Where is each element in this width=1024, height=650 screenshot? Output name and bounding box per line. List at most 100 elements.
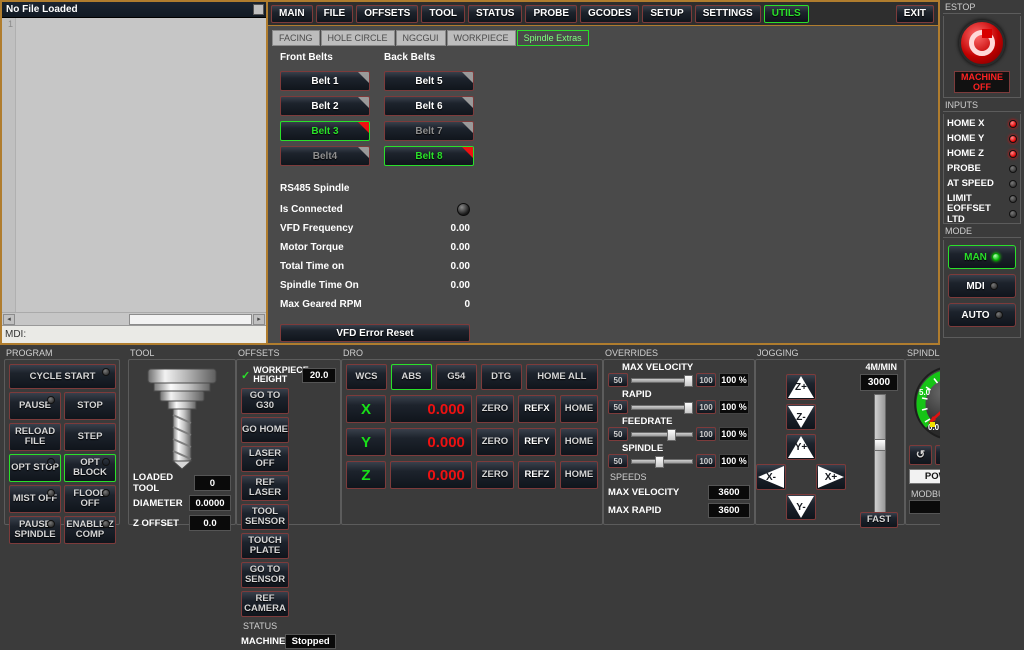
tab-status[interactable]: STATUS bbox=[467, 4, 523, 23]
program-button-opt-stop[interactable]: OPT STOP bbox=[9, 454, 61, 482]
spindle-ccw-button[interactable]: ↺ bbox=[909, 445, 932, 465]
offset-button-tool-sensor[interactable]: TOOL SENSOR bbox=[241, 504, 289, 530]
tab-setup[interactable]: SETUP bbox=[642, 4, 692, 23]
offset-button-touch-plate[interactable]: TOUCH PLATE bbox=[241, 533, 289, 559]
gcode-pane-resize-handle[interactable] bbox=[253, 4, 264, 15]
override-min-button[interactable]: 50 bbox=[608, 373, 628, 387]
tab-tool[interactable]: TOOL bbox=[421, 4, 465, 23]
dro-ref-button-z[interactable]: REFZ bbox=[517, 461, 556, 489]
mode-button-mdi[interactable]: MDI bbox=[948, 274, 1016, 298]
jog-slider-thumb[interactable] bbox=[874, 439, 886, 451]
subtab-hole-circle[interactable]: HOLE CIRCLE bbox=[320, 30, 395, 46]
program-button-mist-off[interactable]: MIST OFF bbox=[9, 485, 61, 513]
jog-button-xminus[interactable]: X- bbox=[756, 464, 786, 490]
override-slider[interactable] bbox=[631, 428, 693, 441]
offset-button-ref-camera[interactable]: REF CAMERA bbox=[241, 591, 289, 617]
workpiece-check-icon[interactable]: ✓ bbox=[241, 369, 251, 382]
override-min-button[interactable]: 50 bbox=[608, 454, 628, 468]
program-button-flood-off[interactable]: FLOOD OFF bbox=[64, 485, 116, 513]
offset-button-laser-off[interactable]: LASER OFF bbox=[241, 446, 289, 472]
workpiece-height-value[interactable]: 20.0 bbox=[302, 367, 336, 383]
back-belt-button-4[interactable]: Belt 8 bbox=[384, 146, 474, 166]
program-button-pause-spindle[interactable]: PAUSE SPINDLE bbox=[9, 516, 61, 544]
slider-thumb[interactable] bbox=[684, 374, 693, 387]
vfd-error-reset-button[interactable]: VFD Error Reset bbox=[280, 324, 470, 342]
mdi-input[interactable]: MDI: bbox=[2, 325, 266, 343]
override-max-button[interactable]: 100 bbox=[696, 373, 716, 387]
jog-speed-slider[interactable] bbox=[874, 394, 886, 514]
dro-tab-g54[interactable]: G54 bbox=[435, 364, 477, 390]
dro-zero-button-x[interactable]: ZERO bbox=[475, 395, 514, 423]
estop-button[interactable] bbox=[959, 20, 1005, 66]
tab-file[interactable]: FILE bbox=[315, 4, 354, 23]
program-button-enable-z-comp[interactable]: ENABLE Z COMP bbox=[64, 516, 116, 544]
program-button-cycle-start[interactable]: CYCLE START bbox=[9, 364, 116, 389]
dro-ref-button-y[interactable]: REFY bbox=[517, 428, 556, 456]
jog-speed-value[interactable]: 3000 bbox=[860, 374, 898, 391]
tab-settings[interactable]: SETTINGS bbox=[694, 4, 761, 23]
slider-thumb[interactable] bbox=[684, 401, 693, 414]
front-belt-button-4[interactable]: Belt4 bbox=[280, 146, 370, 166]
program-button-reload-file[interactable]: RELOAD FILE bbox=[9, 423, 61, 451]
jog-fast-button[interactable]: FAST bbox=[860, 512, 898, 528]
scrollbar-thumb[interactable] bbox=[129, 313, 252, 325]
jog-button-zminus[interactable]: Z- bbox=[786, 404, 816, 430]
dro-zero-button-y[interactable]: ZERO bbox=[475, 428, 514, 456]
program-button-pause[interactable]: PAUSE bbox=[9, 392, 61, 420]
program-button-stop[interactable]: STOP bbox=[64, 392, 116, 420]
front-belt-button-1[interactable]: Belt 1 bbox=[280, 71, 370, 91]
dro-tab-dtg[interactable]: DTG bbox=[480, 364, 522, 390]
override-max-button[interactable]: 100 bbox=[696, 454, 716, 468]
gcode-horizontal-scrollbar[interactable]: ◂ ▸ bbox=[2, 312, 266, 325]
front-belt-button-3[interactable]: Belt 3 bbox=[280, 121, 370, 141]
dro-tab-abs[interactable]: ABS bbox=[390, 364, 432, 390]
scrollbar-track[interactable] bbox=[16, 313, 252, 325]
subtab-ngcgui[interactable]: NGCGUI bbox=[395, 30, 446, 46]
back-belt-button-2[interactable]: Belt 6 bbox=[384, 96, 474, 116]
jog-button-yminus[interactable]: Y- bbox=[786, 494, 816, 520]
offset-button-ref-laser[interactable]: REF LASER bbox=[241, 475, 289, 501]
back-belt-button-3[interactable]: Belt 7 bbox=[384, 121, 474, 141]
tab-main[interactable]: MAIN bbox=[271, 4, 313, 23]
override-slider[interactable] bbox=[631, 374, 693, 387]
override-min-button[interactable]: 50 bbox=[608, 427, 628, 441]
jog-button-yplus[interactable]: Y+ bbox=[786, 434, 816, 460]
dro-tab-wcs[interactable]: WCS bbox=[346, 364, 387, 390]
slider-thumb[interactable] bbox=[667, 428, 676, 441]
mode-button-man[interactable]: MAN bbox=[948, 245, 1016, 269]
mode-button-auto[interactable]: AUTO bbox=[948, 303, 1016, 327]
tab-probe[interactable]: PROBE bbox=[525, 4, 578, 23]
subtab-spindle-extras[interactable]: Spindle Extras bbox=[516, 30, 589, 46]
workpiece-height-row[interactable]: ✓ WORKPIECE HEIGHT 20.0 bbox=[241, 364, 336, 386]
scroll-left-icon[interactable]: ◂ bbox=[3, 313, 15, 325]
override-max-button[interactable]: 100 bbox=[696, 400, 716, 414]
program-button-step[interactable]: STEP bbox=[64, 423, 116, 451]
override-min-button[interactable]: 50 bbox=[608, 400, 628, 414]
exit-button[interactable]: EXIT bbox=[895, 4, 934, 23]
tab-offsets[interactable]: OFFSETS bbox=[356, 4, 419, 23]
offset-button-go-home[interactable]: GO HOME bbox=[241, 417, 289, 443]
gcode-source-text[interactable] bbox=[16, 18, 266, 312]
jog-button-zplus[interactable]: Z+ bbox=[786, 374, 816, 400]
dro-home-button-z[interactable]: HOME bbox=[559, 461, 598, 489]
front-belt-button-2[interactable]: Belt 2 bbox=[280, 96, 370, 116]
dro-zero-button-z[interactable]: ZERO bbox=[475, 461, 514, 489]
jog-button-xplus[interactable]: X+ bbox=[816, 464, 846, 490]
slider-track[interactable] bbox=[631, 431, 693, 437]
back-belt-button-1[interactable]: Belt 5 bbox=[384, 71, 474, 91]
override-max-button[interactable]: 100 bbox=[696, 427, 716, 441]
tab-utils[interactable]: UTILS bbox=[763, 4, 809, 23]
program-button-opt-block[interactable]: OPT BLOCK bbox=[64, 454, 116, 482]
dro-ref-button-x[interactable]: REFX bbox=[517, 395, 556, 423]
dro-home-button-x[interactable]: HOME bbox=[559, 395, 598, 423]
tab-gcodes[interactable]: GCODES bbox=[580, 4, 640, 23]
offset-button-go-to-g30[interactable]: GO TO G30 bbox=[241, 388, 289, 414]
override-slider[interactable] bbox=[631, 401, 693, 414]
override-slider[interactable] bbox=[631, 455, 693, 468]
dro-home-button-y[interactable]: HOME bbox=[559, 428, 598, 456]
dro-tab-home-all[interactable]: HOME ALL bbox=[525, 364, 599, 390]
offset-button-go-to-sensor[interactable]: GO TO SENSOR bbox=[241, 562, 289, 588]
scroll-right-icon[interactable]: ▸ bbox=[253, 313, 265, 325]
gcode-text-area[interactable]: 1 bbox=[2, 18, 266, 312]
machine-power-status[interactable]: MACHINE OFF bbox=[954, 71, 1010, 93]
